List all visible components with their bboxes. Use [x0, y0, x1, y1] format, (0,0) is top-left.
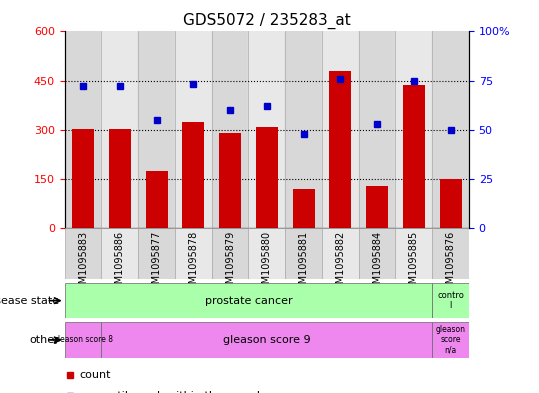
Text: GSM1095880: GSM1095880: [262, 230, 272, 296]
Bar: [396, 31, 432, 228]
Bar: [248, 228, 285, 279]
Bar: [109, 129, 131, 228]
Bar: [322, 31, 358, 228]
Bar: [256, 127, 278, 228]
Bar: [432, 283, 469, 318]
Text: disease state: disease state: [0, 296, 59, 306]
Text: percentile rank within the sample: percentile rank within the sample: [79, 391, 267, 393]
Bar: [285, 31, 322, 228]
Bar: [366, 186, 388, 228]
Bar: [146, 171, 168, 228]
Bar: [285, 228, 322, 279]
Bar: [138, 31, 175, 228]
Bar: [219, 133, 241, 228]
Text: GSM1095877: GSM1095877: [151, 230, 162, 296]
Text: GSM1095882: GSM1095882: [335, 230, 345, 296]
Bar: [248, 31, 285, 228]
Bar: [358, 31, 396, 228]
Bar: [65, 322, 101, 358]
Bar: [212, 31, 248, 228]
Bar: [403, 86, 425, 228]
Bar: [439, 180, 461, 228]
Bar: [329, 71, 351, 228]
Bar: [396, 228, 432, 279]
Bar: [65, 31, 101, 228]
Text: GSM1095881: GSM1095881: [299, 230, 308, 296]
Text: gleason score 8: gleason score 8: [53, 336, 113, 344]
Bar: [72, 129, 94, 228]
Bar: [182, 121, 204, 228]
Text: GSM1095886: GSM1095886: [115, 230, 125, 296]
Bar: [101, 322, 432, 358]
Bar: [432, 31, 469, 228]
Text: GSM1095879: GSM1095879: [225, 230, 235, 296]
Bar: [358, 228, 396, 279]
Bar: [175, 31, 212, 228]
Text: GSM1095885: GSM1095885: [409, 230, 419, 296]
Title: GDS5072 / 235283_at: GDS5072 / 235283_at: [183, 13, 351, 29]
Text: prostate cancer: prostate cancer: [205, 296, 292, 306]
Text: gleason
score
n/a: gleason score n/a: [436, 325, 466, 355]
Text: contro
l: contro l: [437, 291, 464, 310]
Text: gleason score 9: gleason score 9: [223, 335, 310, 345]
Bar: [65, 228, 101, 279]
Bar: [293, 189, 315, 228]
Bar: [432, 322, 469, 358]
Text: other: other: [30, 335, 59, 345]
Bar: [432, 228, 469, 279]
Text: GSM1095876: GSM1095876: [446, 230, 455, 296]
Bar: [175, 228, 212, 279]
Bar: [138, 228, 175, 279]
Text: GSM1095883: GSM1095883: [78, 230, 88, 296]
Text: count: count: [79, 370, 110, 380]
Bar: [101, 228, 138, 279]
Bar: [212, 228, 248, 279]
Text: GSM1095878: GSM1095878: [188, 230, 198, 296]
Text: GSM1095884: GSM1095884: [372, 230, 382, 296]
Bar: [322, 228, 358, 279]
Bar: [101, 31, 138, 228]
